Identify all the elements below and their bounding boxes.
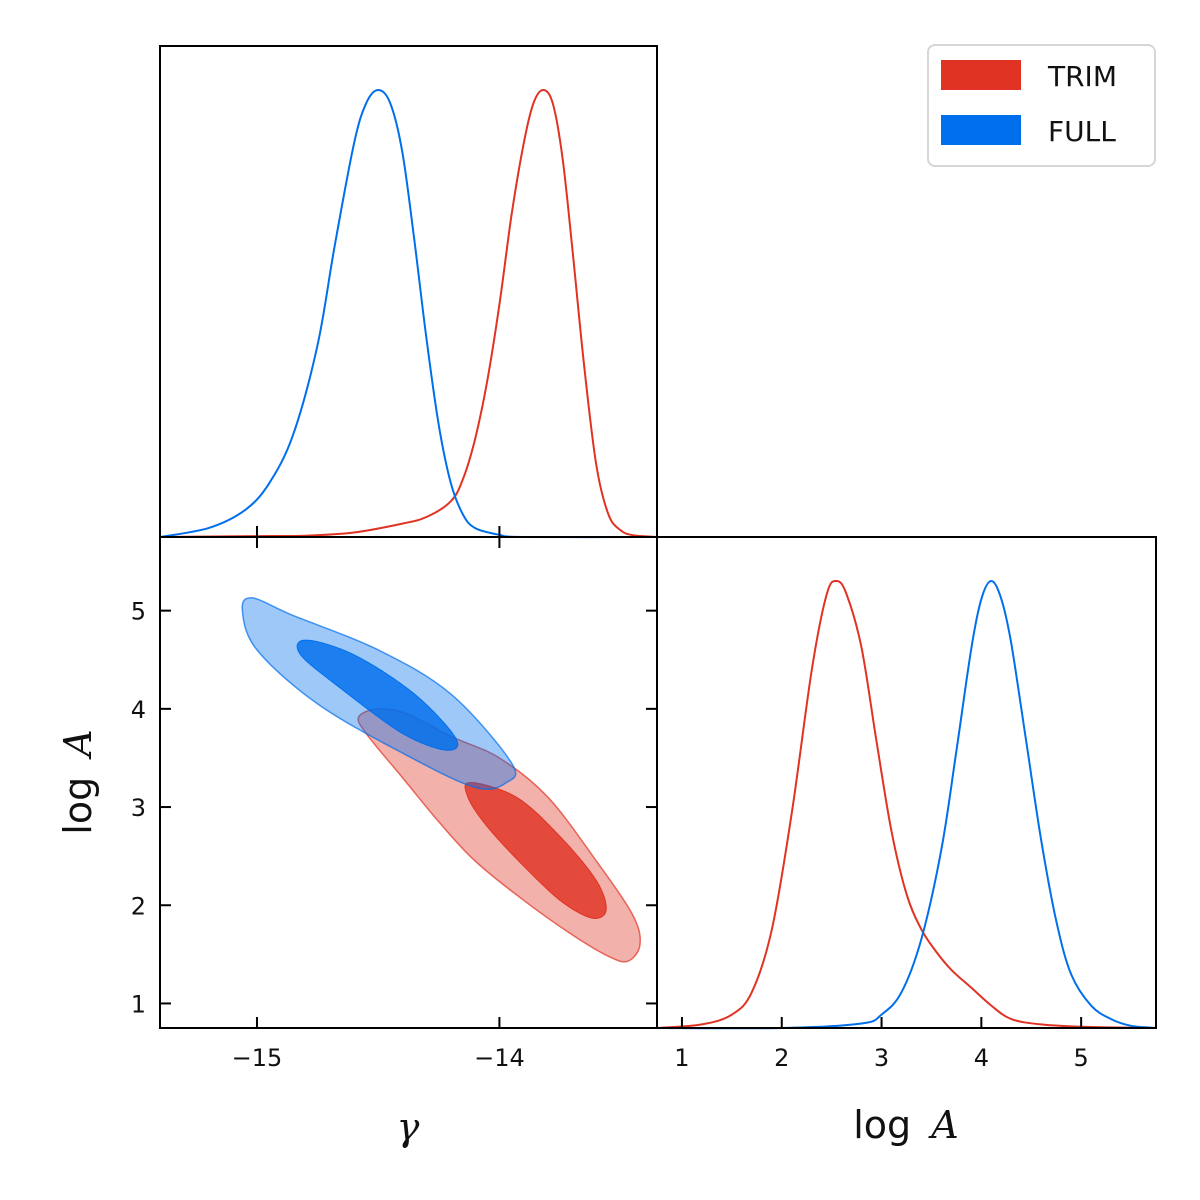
x-axis-label-gamma: γ: [397, 1105, 420, 1149]
gamma-marginal-curve-trim: [159, 88, 658, 538]
legend-label-trim: TRIM: [1047, 60, 1117, 93]
x-tick-label-logA-3: 4: [974, 1044, 989, 1072]
x-tick-label-logA-0: 1: [674, 1044, 689, 1072]
gamma-marginal-curve-full: [159, 88, 658, 539]
contour-68-trim: [464, 781, 607, 919]
x-tick-label-logA-2: 3: [874, 1044, 889, 1072]
y-tick-label-logA-2: 3: [131, 794, 146, 822]
y-axis-label-logA-prefix: log: [56, 777, 100, 835]
logA-marginal-panel: 1 2 3 4 5: [656, 536, 1157, 1072]
y-axis-label-logA: log A: [56, 729, 100, 834]
logA-marginal-curve-full: [656, 579, 1157, 1030]
x-tick-label-logA-4: 5: [1074, 1044, 1089, 1072]
x-tick-label-gamma-1: −14: [474, 1044, 525, 1072]
joint-contour-panel: −15 −14 1 2 3 4 5: [131, 536, 658, 1072]
gamma-marginal-panel: [159, 45, 658, 539]
legend: TRIM FULL: [927, 44, 1156, 167]
y-tick-label-logA-1: 2: [131, 892, 146, 920]
y-axis-label-logA-var: A: [56, 729, 100, 759]
x-axis-label-logA-var: A: [928, 1103, 958, 1147]
legend-label-full: FULL: [1048, 115, 1116, 148]
legend-swatch-trim: [941, 60, 1021, 90]
legend-swatch-full: [941, 115, 1021, 145]
y-tick-label-logA-0: 1: [131, 990, 146, 1018]
x-tick-label-gamma-0: −15: [232, 1044, 283, 1072]
contour-68-full: [296, 639, 459, 751]
x-tick-label-logA-1: 2: [774, 1044, 789, 1072]
y-tick-label-logA-3: 4: [131, 696, 146, 724]
logA-marginal-curve-trim: [656, 579, 1157, 1029]
x-axis-label-logA-prefix: log: [853, 1103, 911, 1147]
y-tick-label-logA-4: 5: [131, 598, 146, 626]
x-axis-label-logA: log A: [853, 1103, 958, 1147]
